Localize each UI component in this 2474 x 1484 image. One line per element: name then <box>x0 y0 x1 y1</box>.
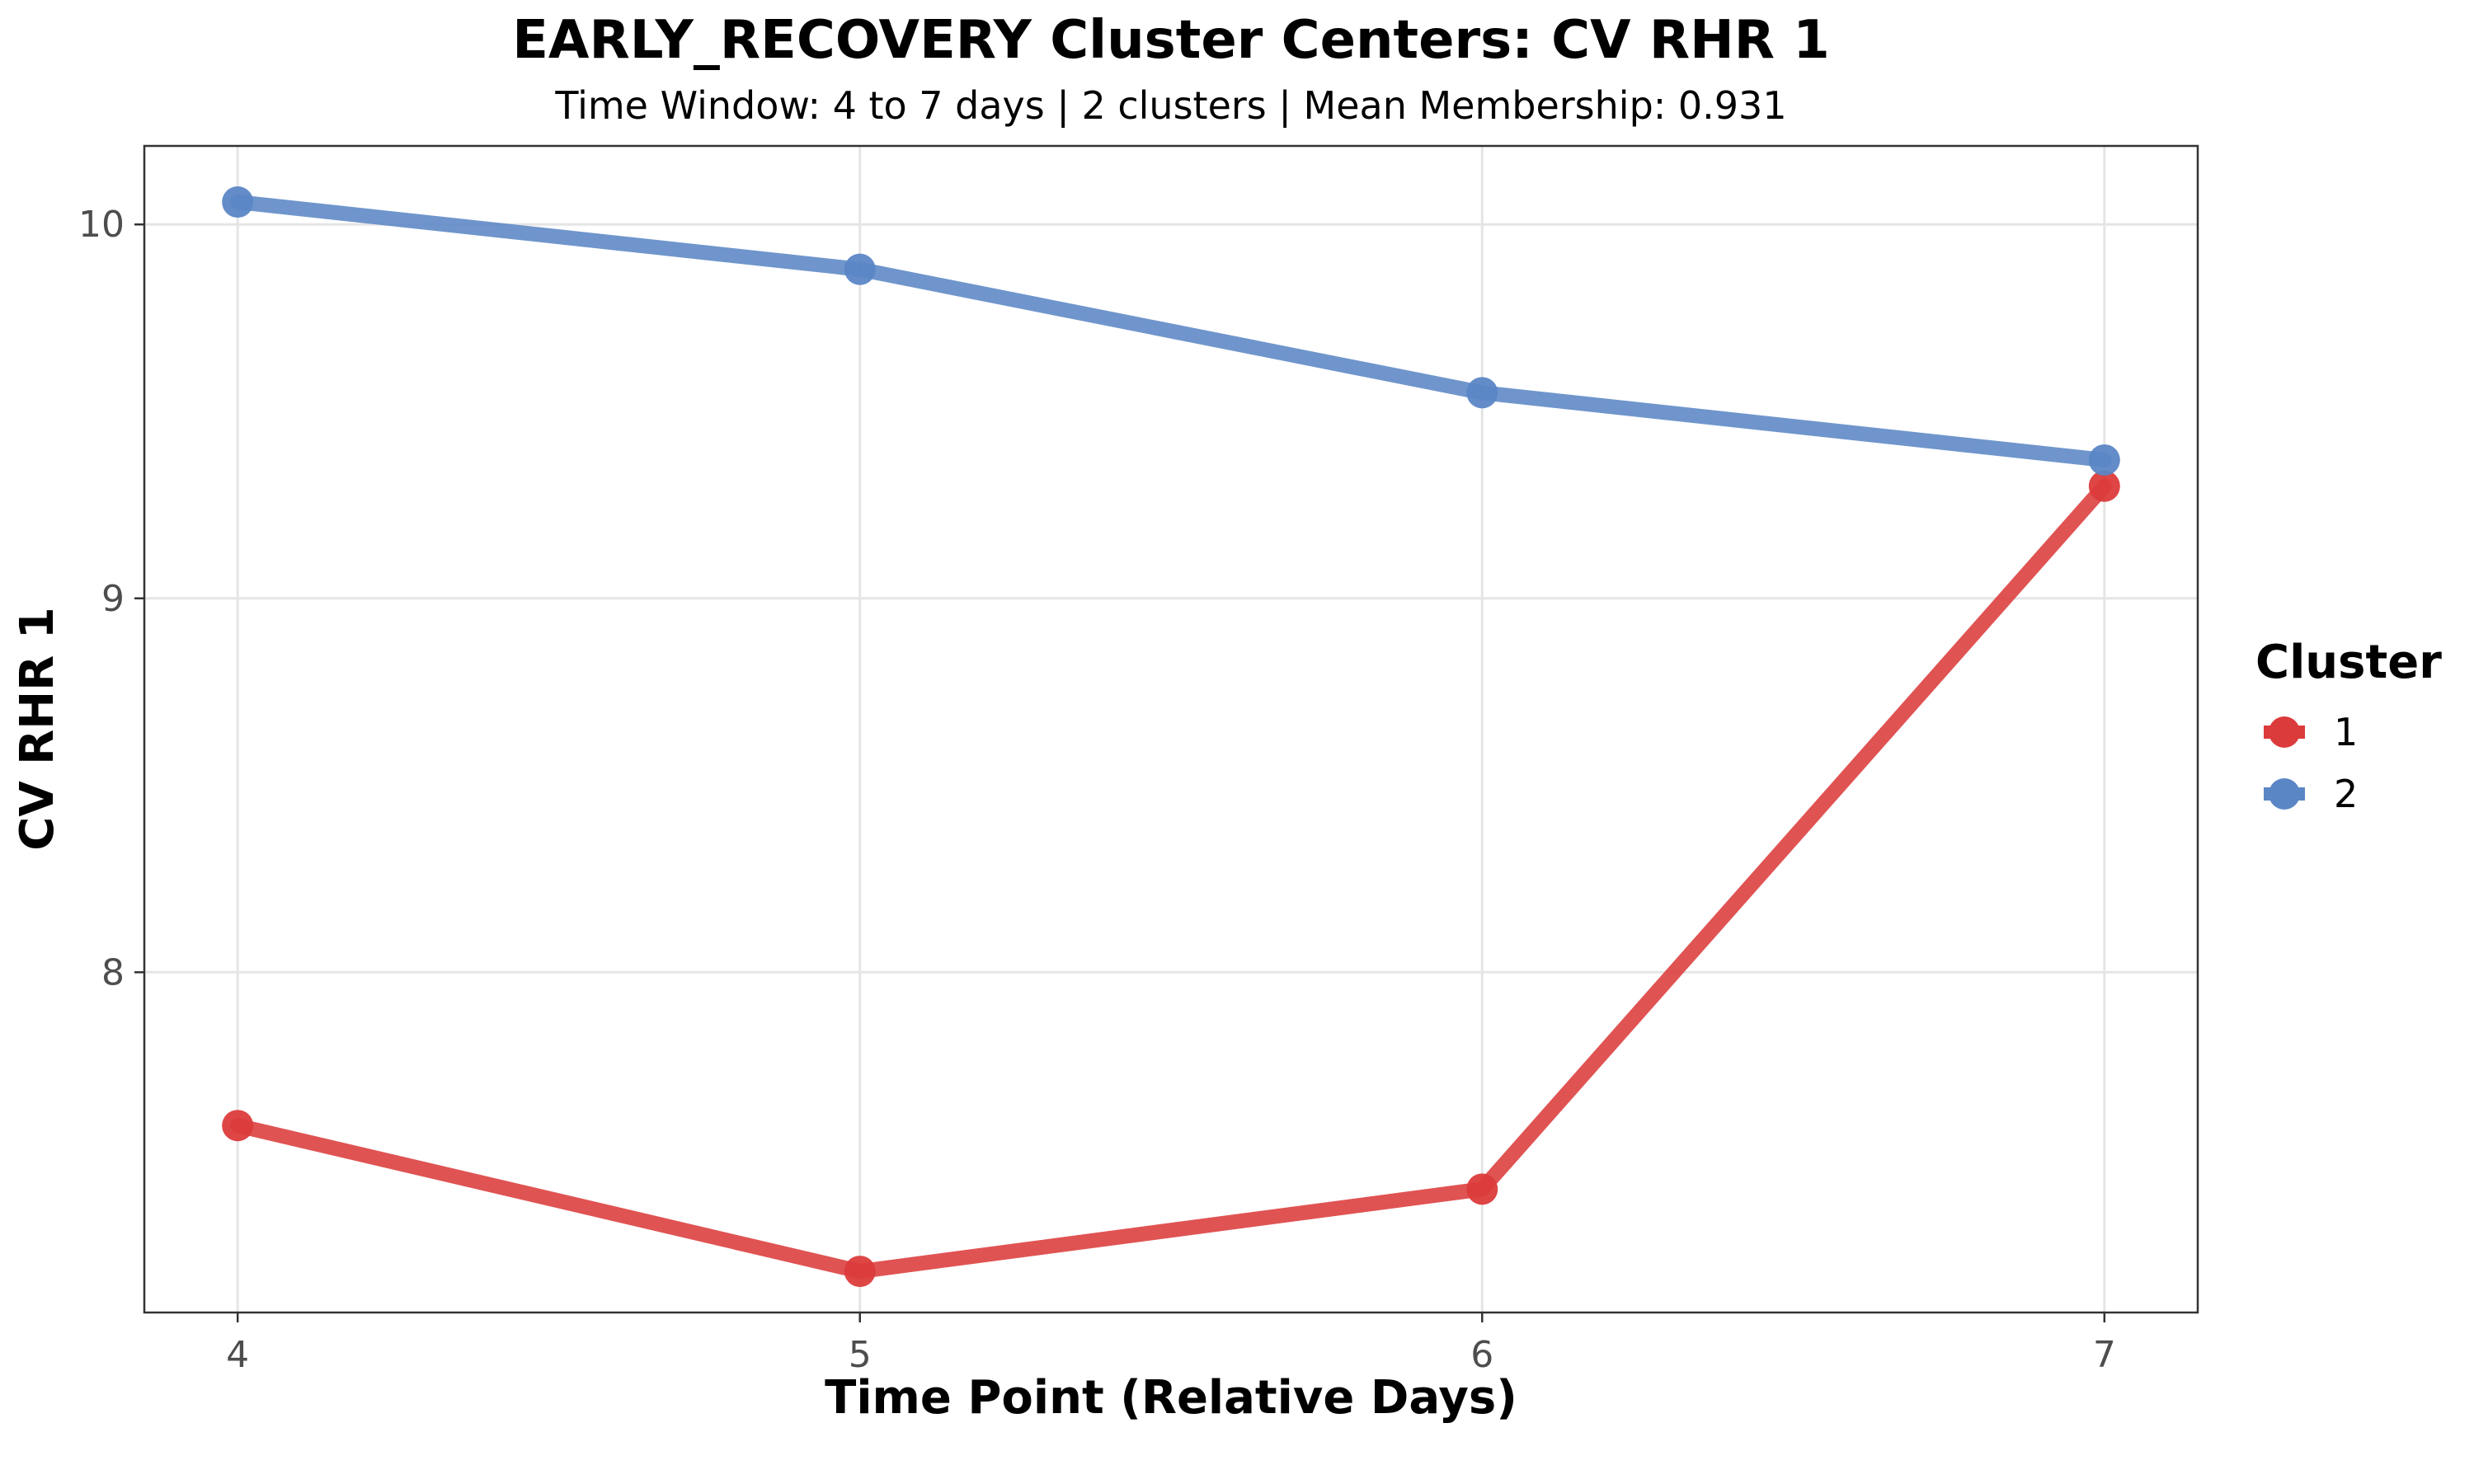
data-point-1 <box>2088 470 2120 502</box>
legend-items: 12 <box>2264 710 2358 816</box>
x-axis-title: Time Point (Relative Days) <box>825 1371 1517 1425</box>
data-point-1 <box>1466 1173 1498 1205</box>
x-tick-label: 4 <box>226 1334 249 1376</box>
legend: Cluster 12 <box>2255 636 2442 816</box>
data-point-2 <box>2088 444 2120 476</box>
tick-layer: 8 9 10 4 5 6 7 <box>78 204 2116 1376</box>
data-point-2 <box>1466 377 1498 409</box>
series-2 <box>222 186 2120 476</box>
y-tick-label: 9 <box>101 578 125 620</box>
x-tick-label: 7 <box>2093 1334 2116 1376</box>
legend-key-point <box>2269 778 2300 810</box>
data-point-2 <box>844 253 876 285</box>
legend-title: Cluster <box>2255 636 2442 689</box>
data-point-1 <box>222 1110 254 1142</box>
y-tick-label: 8 <box>101 951 125 993</box>
data-point-1 <box>844 1256 876 1288</box>
y-tick-label: 10 <box>78 204 125 246</box>
legend-key-point <box>2269 716 2300 748</box>
series-line-2 <box>230 195 2112 467</box>
chart-title: EARLY_RECOVERY Cluster Centers: CV RHR 1 <box>512 10 1830 71</box>
chart-subtitle: Time Window: 4 to 7 days | 2 clusters | … <box>554 83 1786 129</box>
y-axis-title: CV RHR 1 <box>11 607 64 851</box>
x-tick-label: 6 <box>1470 1334 1493 1376</box>
legend-item-2: 2 <box>2264 772 2358 816</box>
legend-label: 2 <box>2334 772 2358 816</box>
x-tick-label: 5 <box>849 1334 872 1376</box>
legend-item-1: 1 <box>2264 710 2358 754</box>
data-point-2 <box>222 186 254 218</box>
plot-panel <box>143 144 2199 1314</box>
series-layer <box>222 186 2120 1288</box>
series-1 <box>222 470 2120 1288</box>
series-line-1 <box>230 478 2112 1280</box>
legend-label: 1 <box>2334 710 2358 754</box>
